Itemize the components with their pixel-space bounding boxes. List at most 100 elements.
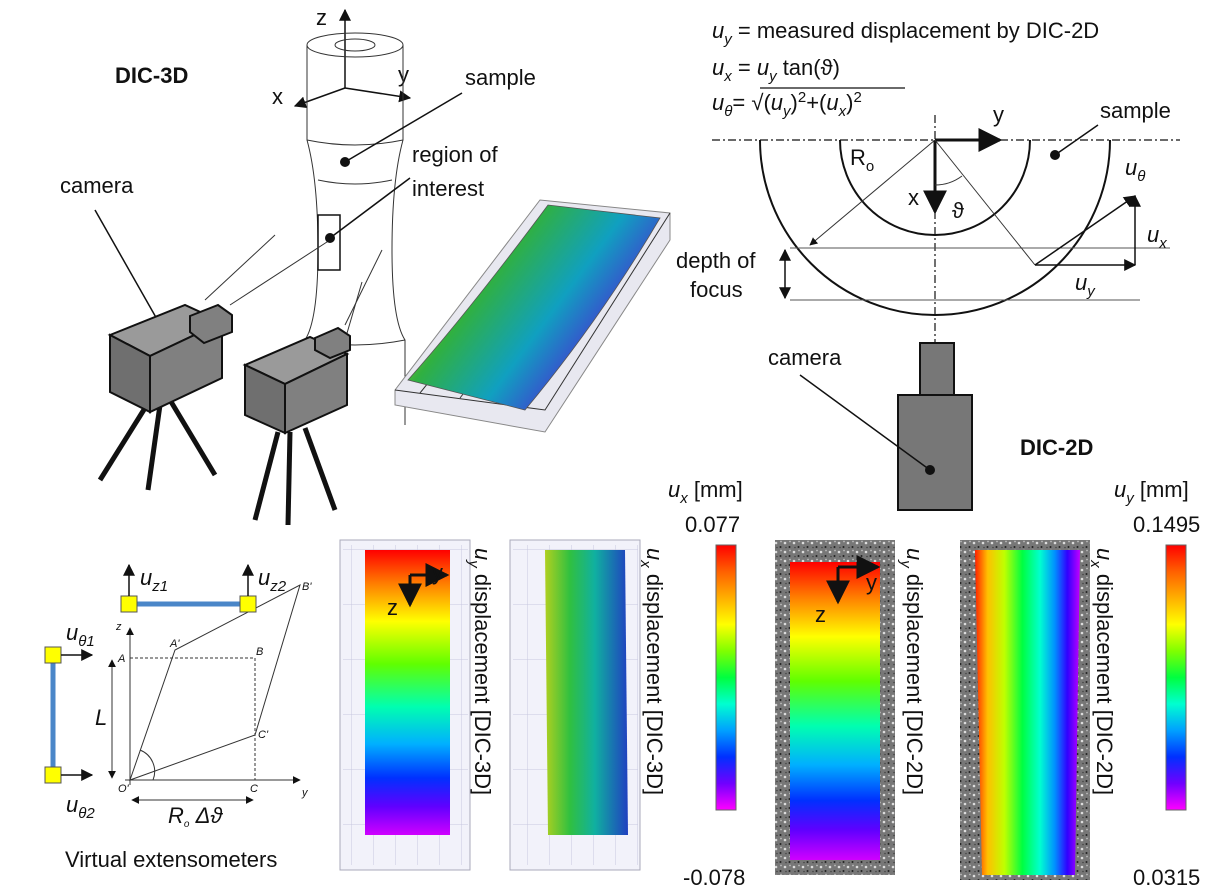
subscript: x <box>1158 235 1167 252</box>
equation-text: +( <box>806 90 827 115</box>
colorbar-max: 0.1495 <box>1133 512 1200 537</box>
symbol: u <box>140 565 152 590</box>
u-theta2-label: uθ2 <box>66 792 95 822</box>
axis-y <box>345 88 410 98</box>
symbol: u <box>642 548 667 560</box>
u-z2-label: uz2 <box>258 565 287 595</box>
axis-y-label: y <box>301 787 309 799</box>
caption: Virtual extensometers <box>65 847 277 872</box>
u-theta-arrow <box>1035 196 1135 265</box>
equation-text: ) <box>846 90 853 115</box>
axis-x <box>295 88 345 106</box>
angle-label: ϑ <box>952 198 964 223</box>
superscript: 2 <box>853 89 861 106</box>
point-label: C' <box>258 729 269 741</box>
colorbar-unit: [mm] <box>688 477 743 502</box>
sample-label: sample <box>1100 98 1171 123</box>
length-label: L <box>95 705 107 730</box>
symbol: u <box>712 18 724 43</box>
sample-top <box>307 33 403 57</box>
point-label: C <box>250 783 258 795</box>
point-label: O' <box>118 783 130 795</box>
arc-label: Ro Δϑ <box>168 803 223 830</box>
symbol: u <box>1114 477 1126 502</box>
dic2d-title: DIC-2D <box>1020 435 1093 460</box>
axis-z-label: z <box>387 595 398 620</box>
map-label: ux displacement [DIC-2D] <box>1087 548 1117 795</box>
leader <box>330 178 410 238</box>
axis-x-label: x <box>908 185 919 210</box>
point-label: B' <box>302 581 312 593</box>
tripod-leg <box>255 432 278 520</box>
point-label: A' <box>169 638 180 650</box>
camera-lens <box>920 343 954 395</box>
symbol: u <box>66 792 78 817</box>
map-label: uy displacement [DIC-2D] <box>897 548 927 795</box>
ux-3d-map <box>545 550 628 835</box>
axis-y-label: y <box>993 102 1004 127</box>
colorbar-min: -0.078 <box>683 865 745 890</box>
uy-2d-map <box>790 562 880 860</box>
subscript: θ2 <box>78 805 95 822</box>
axis-z-label: z <box>115 621 122 633</box>
symbol: u <box>826 90 838 115</box>
subscript: θ <box>1137 168 1145 185</box>
equation-text: = measured displacement by DIC-2D <box>732 18 1099 43</box>
leader-dot <box>925 465 935 475</box>
tripod-leg <box>305 428 335 510</box>
map-label-text: displacement [DIC-3D] <box>470 568 495 795</box>
symbol: u <box>1125 155 1137 180</box>
symbol: u <box>771 90 783 115</box>
equation-text: ) <box>791 90 798 115</box>
symbol: u <box>258 565 270 590</box>
symbol: u <box>470 548 495 560</box>
subscript: z1 <box>151 578 168 595</box>
reference-square <box>130 658 255 780</box>
leader-dot <box>325 233 335 243</box>
colorbar <box>1166 545 1186 810</box>
view-line <box>230 240 330 305</box>
map-label-text: displacement [DIC-3D] <box>642 568 667 795</box>
colorbar-min: 0.0315 <box>1133 865 1200 890</box>
leader-dot <box>1050 150 1060 160</box>
angle-arc <box>935 176 962 185</box>
roi-label: interest <box>412 176 484 201</box>
symbol: u <box>712 55 724 80</box>
colorbar-max: 0.077 <box>685 512 740 537</box>
equation-text: = √ <box>732 90 764 115</box>
view-line <box>345 282 362 340</box>
sample-section-lines <box>305 140 405 345</box>
axis-y-label: y <box>432 560 443 585</box>
colorbar <box>716 545 736 810</box>
axis-y-label: y <box>866 570 877 595</box>
ux-2d-map <box>975 550 1080 875</box>
symbol: u <box>1092 548 1117 560</box>
angle-ray <box>935 140 1035 265</box>
tripod-leg <box>288 432 290 525</box>
point-label: A <box>117 653 125 665</box>
map-label: ux displacement [DIC-3D] <box>637 548 667 795</box>
colorbar-unit: [mm] <box>1134 477 1189 502</box>
extensometer-point <box>240 596 256 612</box>
tripod-leg <box>100 400 150 480</box>
axis-z-label: z <box>815 602 826 627</box>
depth-label: depth of <box>676 248 756 273</box>
view-line <box>205 235 275 300</box>
symbol: R <box>168 803 184 828</box>
map-label-text: displacement [DIC-2D] <box>902 568 927 795</box>
depth-label: focus <box>690 277 743 302</box>
equation: uθ= √(uy)2+(ux)2 <box>712 89 862 120</box>
tripod-leg <box>148 405 160 490</box>
figure: DIC-3D z y x sample region of interest c… <box>0 0 1225 892</box>
extensometer-point <box>45 647 61 663</box>
point-label: B <box>256 646 263 658</box>
subscript: z2 <box>269 578 287 595</box>
u-y-label: uy <box>1075 270 1096 300</box>
extensometer-point <box>121 596 137 612</box>
subscript: θ <box>724 103 732 120</box>
symbol: R <box>850 145 866 170</box>
camera-label: camera <box>768 345 842 370</box>
symbol: u <box>902 548 927 560</box>
equation: uy = measured displacement by DIC-2D <box>712 18 1099 48</box>
colorbar-label: ux [mm] <box>668 477 743 507</box>
